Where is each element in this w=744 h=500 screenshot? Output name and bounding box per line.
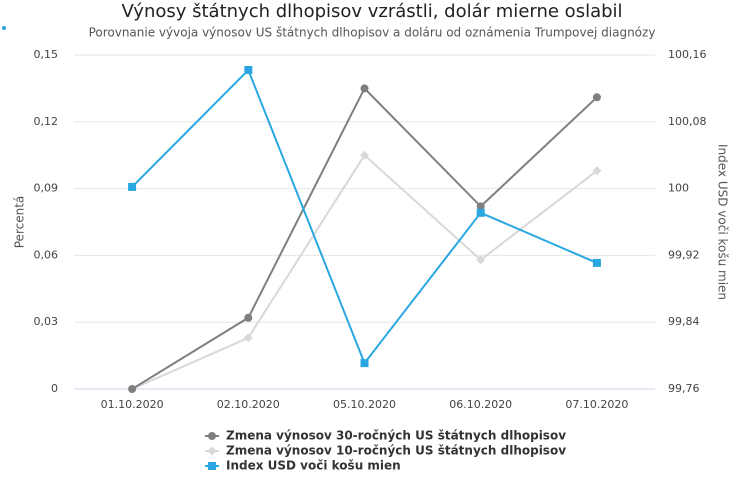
series-line bbox=[131, 86, 598, 390]
y-tick-label: 0,03 bbox=[34, 315, 59, 328]
y2-tick-label: 100 bbox=[668, 182, 689, 195]
marker bbox=[476, 202, 485, 211]
x-tick-label: 07.10.2020 bbox=[565, 398, 628, 411]
legend-label[interactable]: Zmena výnosov 30-ročných US štátnych dlh… bbox=[226, 429, 566, 443]
legend-marker bbox=[208, 432, 216, 440]
x-tick-label: 06.10.2020 bbox=[449, 398, 512, 411]
marker bbox=[244, 66, 253, 75]
marker bbox=[476, 255, 486, 265]
marker bbox=[592, 166, 602, 176]
y2-tick-label: 99,76 bbox=[668, 382, 700, 395]
y-tick-label: 0,15 bbox=[34, 48, 59, 61]
y-tick-label: 0,06 bbox=[34, 248, 59, 261]
marker bbox=[592, 93, 601, 102]
marker bbox=[243, 333, 253, 343]
marker bbox=[244, 313, 253, 322]
legend-marker bbox=[207, 446, 217, 456]
y-axis-label: Percentá bbox=[13, 196, 27, 249]
decor-dot bbox=[2, 26, 6, 30]
legend-label[interactable]: Index USD voči košu mien bbox=[226, 459, 401, 473]
x-tick-label: 02.10.2020 bbox=[217, 398, 280, 411]
series-line bbox=[131, 153, 598, 390]
x-tick-label: 05.10.2020 bbox=[333, 398, 396, 411]
y2-tick-label: 100,16 bbox=[668, 48, 707, 61]
chart-subtitle: Porovnanie vývoja výnosov US štátnych dl… bbox=[89, 26, 656, 40]
chart-title: Výnosy štátnych dlhopisov vzrástli, dolá… bbox=[121, 1, 622, 22]
y-tick-label: 0 bbox=[51, 382, 58, 395]
marker bbox=[128, 182, 137, 191]
legend-label[interactable]: Zmena výnosov 10-ročných US štátnych dlh… bbox=[226, 444, 566, 458]
x-tick-label: 01.10.2020 bbox=[101, 398, 164, 411]
y2-tick-label: 99,84 bbox=[668, 315, 700, 328]
marker bbox=[360, 359, 369, 368]
marker bbox=[128, 385, 137, 393]
legend-marker bbox=[208, 462, 216, 470]
series-line bbox=[131, 68, 598, 366]
y2-axis-label: Index USD voči košu mien bbox=[716, 144, 730, 300]
marker bbox=[360, 84, 369, 93]
y2-tick-label: 100,08 bbox=[668, 115, 707, 128]
y2-tick-label: 99,92 bbox=[668, 248, 700, 261]
y-tick-label: 0,09 bbox=[34, 182, 59, 195]
marker bbox=[476, 208, 485, 217]
marker bbox=[592, 258, 601, 267]
y-tick-label: 0,12 bbox=[34, 115, 59, 128]
marker bbox=[360, 150, 369, 160]
